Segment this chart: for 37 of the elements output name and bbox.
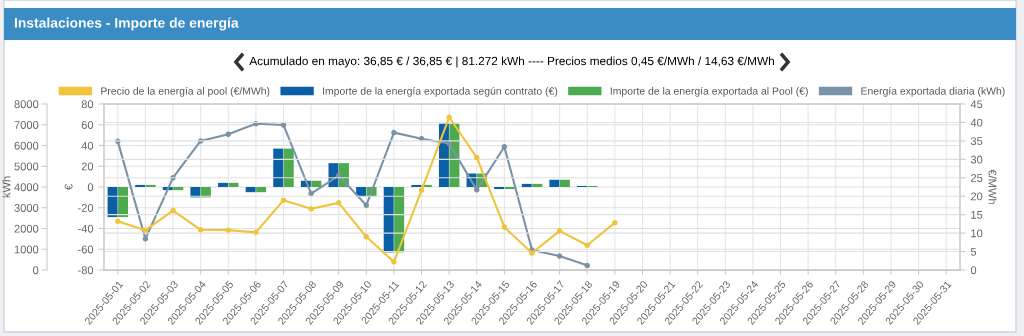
legend-label: Importe de la energía exportada según contrato (€) bbox=[323, 86, 558, 97]
y2-tick-label: 25 bbox=[970, 174, 983, 182]
y2-axis-title: €/MWh bbox=[988, 169, 997, 204]
y3-axis-title: kWh bbox=[2, 176, 11, 198]
y-tick-label: 0 bbox=[87, 183, 94, 192]
y-tick-label: -20 bbox=[78, 204, 94, 212]
y-tick-label: -40 bbox=[78, 224, 94, 233]
y-tick-label: 80 bbox=[81, 100, 94, 109]
y2-tick-label: 0 bbox=[970, 266, 977, 275]
y3-tick-label: 3000 bbox=[14, 204, 39, 212]
legend-label: Importe de la energía exportada al Pool (€) bbox=[610, 86, 808, 97]
legend-label: Energía exportada diaria (kWh) bbox=[861, 86, 1005, 97]
y-tick-label: -60 bbox=[78, 245, 94, 254]
y3-tick-label: 6000 bbox=[14, 141, 39, 150]
legend-label: Precio de la energía al pool (€/MWh) bbox=[101, 86, 270, 97]
y2-tick-label: 30 bbox=[970, 155, 983, 164]
y2-tick-label: 20 bbox=[970, 192, 983, 201]
y-axis-title: € bbox=[64, 184, 73, 190]
y3-tick-label: 1000 bbox=[14, 245, 39, 254]
chart-title: Instalaciones - Importe de energía bbox=[14, 17, 239, 31]
y-tick-label: -80 bbox=[78, 266, 94, 275]
y-tick-label: 60 bbox=[81, 121, 94, 129]
y2-tick-label: 40 bbox=[970, 118, 983, 127]
y-tick-label: 40 bbox=[81, 141, 94, 150]
y2-tick-label: 15 bbox=[971, 211, 983, 219]
y3-tick-label: 8000 bbox=[14, 100, 39, 109]
y3-tick-label: 7000 bbox=[14, 121, 39, 129]
chart-subtitle: Acumulado en mayo: 36,85 € / 36,85 € | 81.272 kWh ---- Precios medios 0,45 €/MWh / 14,63 €/MWh bbox=[249, 56, 774, 68]
y2-tick-label: 35 bbox=[970, 137, 983, 146]
y3-tick-label: 2000 bbox=[14, 224, 39, 233]
y3-tick-label: 0 bbox=[32, 266, 39, 275]
y2-tick-label: 5 bbox=[970, 247, 977, 256]
y2-tick-label: 45 bbox=[970, 100, 983, 109]
y-tick-label: 20 bbox=[81, 162, 94, 171]
y3-tick-label: 4000 bbox=[14, 183, 39, 192]
y2-tick-label: 10 bbox=[971, 229, 983, 238]
y3-tick-label: 5000 bbox=[14, 162, 39, 171]
